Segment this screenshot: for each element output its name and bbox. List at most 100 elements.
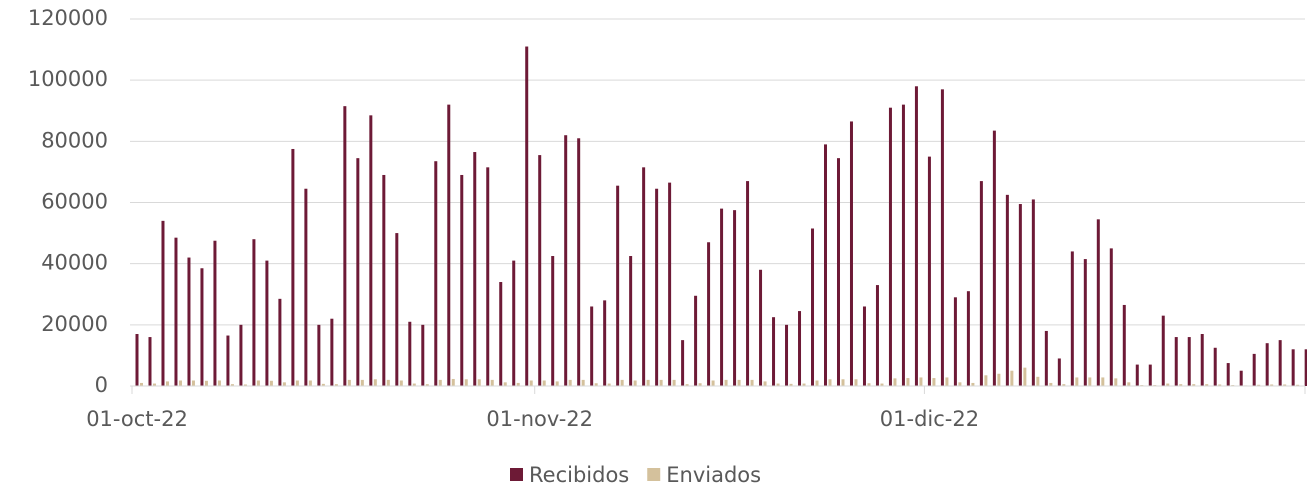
bar bbox=[577, 138, 581, 386]
bar bbox=[538, 155, 542, 386]
bar bbox=[880, 383, 884, 386]
bar bbox=[646, 379, 650, 386]
bar bbox=[1270, 384, 1274, 386]
bar bbox=[594, 383, 598, 386]
bar bbox=[616, 185, 620, 386]
legend-label: Recibidos bbox=[529, 463, 629, 487]
bar bbox=[408, 321, 412, 386]
bar bbox=[165, 381, 169, 386]
bar bbox=[811, 228, 815, 386]
y-tick-label: 100000 bbox=[28, 67, 108, 91]
bar bbox=[966, 291, 970, 386]
bar bbox=[694, 295, 698, 386]
bar bbox=[927, 156, 931, 386]
bar bbox=[776, 383, 780, 386]
bar bbox=[343, 106, 347, 386]
bar bbox=[1192, 384, 1196, 386]
bar bbox=[1023, 367, 1027, 386]
y-tick-label: 20000 bbox=[41, 312, 108, 336]
bar bbox=[486, 167, 490, 386]
bar bbox=[529, 380, 533, 386]
bar bbox=[581, 379, 585, 386]
bar bbox=[1278, 340, 1282, 386]
bar bbox=[148, 337, 152, 386]
bar bbox=[191, 380, 195, 386]
bar bbox=[698, 383, 702, 386]
bar bbox=[140, 382, 143, 386]
bar bbox=[824, 144, 828, 386]
bar bbox=[542, 380, 546, 386]
bar bbox=[269, 380, 273, 386]
bar bbox=[668, 182, 672, 386]
bar bbox=[382, 174, 386, 386]
bar bbox=[590, 306, 594, 386]
bar bbox=[1083, 259, 1087, 386]
bar bbox=[707, 242, 711, 386]
bar bbox=[304, 188, 308, 386]
bar bbox=[1205, 384, 1209, 386]
bar bbox=[828, 379, 832, 386]
bar bbox=[1036, 376, 1040, 386]
bar bbox=[733, 210, 737, 386]
bar bbox=[187, 257, 191, 386]
bar bbox=[720, 208, 724, 386]
bar bbox=[425, 384, 429, 386]
x-tick-label: 01-nov-22 bbox=[486, 407, 593, 431]
bar bbox=[291, 148, 295, 386]
bar bbox=[849, 121, 853, 387]
bar bbox=[1252, 353, 1256, 386]
bar bbox=[1218, 384, 1222, 386]
bar bbox=[360, 379, 364, 386]
bar bbox=[1127, 382, 1131, 386]
bar bbox=[633, 380, 637, 386]
bar bbox=[1161, 315, 1165, 386]
bar bbox=[243, 384, 247, 386]
y-tick-label: 80000 bbox=[41, 128, 108, 152]
bar bbox=[1122, 304, 1126, 386]
x-tick-label: 01-oct-22 bbox=[86, 407, 188, 431]
bar bbox=[759, 269, 763, 386]
bar bbox=[841, 379, 845, 386]
bar bbox=[1101, 377, 1105, 386]
bar bbox=[607, 383, 611, 386]
bar bbox=[369, 115, 373, 387]
bar bbox=[395, 233, 399, 386]
bar bbox=[200, 268, 204, 386]
bar bbox=[1296, 384, 1300, 386]
bar bbox=[802, 383, 806, 386]
bar bbox=[1075, 377, 1079, 386]
bar bbox=[490, 379, 494, 386]
bar bbox=[1239, 370, 1243, 386]
bar bbox=[1135, 364, 1139, 386]
bar bbox=[551, 256, 555, 386]
bar bbox=[473, 152, 477, 386]
bar bbox=[659, 379, 663, 386]
bar bbox=[347, 379, 351, 386]
bar bbox=[447, 104, 451, 386]
bar bbox=[213, 240, 217, 386]
bar bbox=[685, 384, 689, 386]
bar bbox=[317, 324, 321, 386]
bar bbox=[1044, 330, 1048, 386]
bar bbox=[919, 377, 923, 386]
bar bbox=[334, 384, 338, 386]
x-tick-label: 01-dic-22 bbox=[880, 407, 979, 431]
bar bbox=[1179, 384, 1183, 386]
bar bbox=[655, 188, 659, 386]
bar bbox=[711, 380, 715, 386]
bar bbox=[239, 324, 243, 386]
bar bbox=[836, 158, 840, 386]
y-tick-label: 120000 bbox=[28, 6, 108, 30]
bar bbox=[914, 86, 918, 387]
bar bbox=[265, 260, 269, 386]
bar bbox=[1213, 347, 1217, 386]
bar bbox=[516, 382, 520, 386]
bar bbox=[1226, 363, 1230, 386]
bar bbox=[958, 382, 962, 386]
bar bbox=[295, 380, 299, 386]
bar bbox=[412, 383, 416, 386]
bar bbox=[568, 379, 572, 386]
bar bbox=[746, 181, 750, 386]
bar bbox=[1005, 194, 1009, 386]
